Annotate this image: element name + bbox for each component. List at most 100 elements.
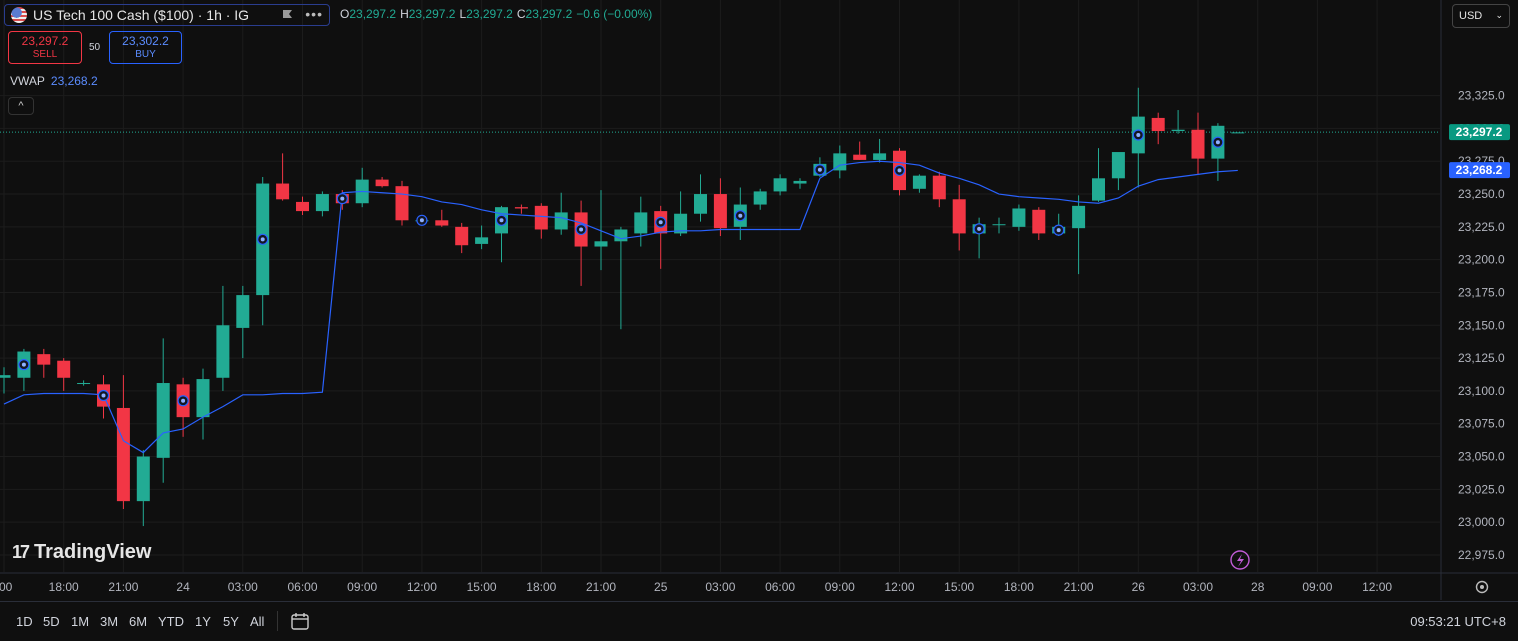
x-tick-label: 18:00 (49, 580, 79, 594)
candle-body[interactable] (713, 194, 727, 229)
candle-body[interactable] (1012, 208, 1026, 227)
ohlc-readout: O23,297.2 H23,297.2 L23,297.2 C23,297.2 … (340, 7, 652, 21)
range-3m[interactable]: 3M (100, 614, 119, 629)
candle-body[interactable] (1151, 117, 1165, 132)
buy-label: BUY (135, 49, 156, 60)
candle-body[interactable] (932, 175, 946, 200)
candle-body[interactable] (833, 153, 847, 171)
range-1d[interactable]: 1D (16, 614, 33, 629)
sell-price: 23,297.2 (21, 34, 69, 48)
candle-body[interactable] (674, 213, 688, 234)
candle-body[interactable] (534, 205, 548, 230)
candle-body[interactable] (1092, 178, 1105, 201)
sell-button[interactable]: 23,297.2 SELL (8, 31, 82, 64)
candle-body[interactable] (315, 194, 329, 212)
y-tick-label: 23,250.0 (1458, 187, 1505, 201)
candle-body[interactable] (514, 207, 528, 209)
buy-button[interactable]: 23,302.2 BUY (109, 31, 182, 64)
event-marker-dot (897, 168, 902, 173)
x-tick-label: 03:00 (228, 580, 258, 594)
vwap-value: 23,268.2 (50, 74, 98, 88)
candle-body[interactable] (375, 179, 389, 187)
candle-body[interactable] (216, 325, 230, 378)
symbol-header[interactable]: US Tech 100 Cash ($100) · 1h · IG ••• (4, 4, 330, 26)
candle-body[interactable] (634, 212, 648, 234)
candle-body[interactable] (156, 383, 170, 458)
candle-body[interactable] (37, 354, 51, 365)
x-tick-label: 21:00 (1064, 580, 1094, 594)
candle-body[interactable] (475, 237, 489, 244)
candle-body[interactable] (0, 375, 11, 378)
candle-body[interactable] (793, 180, 807, 184)
candle-body[interactable] (136, 456, 150, 502)
y-tick-label: 23,050.0 (1458, 450, 1505, 464)
candle-body[interactable] (276, 183, 290, 200)
y-tick-label: 23,150.0 (1458, 318, 1505, 332)
candle-body[interactable] (853, 154, 867, 160)
chevron-down-icon: ⌄ (1495, 10, 1503, 20)
symbol-title: US Tech 100 Cash ($100) · 1h · IG (33, 7, 250, 23)
vwap-legend[interactable]: VWAP 23,268.2 (10, 74, 98, 88)
range-ytd[interactable]: YTD (158, 614, 184, 629)
flag-icon[interactable] (281, 9, 293, 21)
chevron-up-icon: ^ (18, 100, 24, 112)
candle-body[interactable] (196, 379, 210, 418)
candle-body[interactable] (1231, 132, 1245, 134)
candle-body[interactable] (614, 229, 628, 242)
candle-body[interactable] (116, 407, 130, 502)
collapse-legend-button[interactable]: ^ (8, 97, 34, 115)
y-tick-label: 23,175.0 (1458, 285, 1505, 299)
range-1y[interactable]: 1Y (195, 614, 211, 629)
candle-body[interactable] (57, 360, 71, 378)
candle-body[interactable] (773, 178, 787, 192)
candle-body[interactable] (1032, 209, 1046, 234)
candle-body[interactable] (296, 201, 309, 212)
candle-body[interactable] (694, 194, 707, 214)
vwap-line[interactable] (3, 160, 1238, 454)
candle-body[interactable] (952, 199, 966, 234)
event-marker-dot (101, 393, 106, 398)
logo-text: TradingView (34, 541, 152, 563)
lightning-icon[interactable] (1230, 550, 1250, 570)
range-1m[interactable]: 1M (71, 614, 90, 629)
clock[interactable]: 09:53:21 UTC+8 (1410, 614, 1506, 629)
candle-body[interactable] (1111, 152, 1125, 179)
event-marker-dot (579, 227, 584, 232)
range-6m[interactable]: 6M (129, 614, 148, 629)
x-tick-label: 03:00 (1183, 580, 1213, 594)
candle-body[interactable] (594, 241, 608, 247)
candle-body[interactable] (873, 153, 887, 160)
currency-select[interactable]: USD ⌄ (1452, 4, 1510, 28)
range-all[interactable]: All (250, 614, 265, 629)
range-5y[interactable]: 5Y (223, 614, 239, 629)
settings-gear-icon[interactable] (1475, 580, 1489, 594)
vwap-price-badge: 23,268.2 (1456, 163, 1503, 177)
x-tick-label: 18:00 (1004, 580, 1034, 594)
x-tick-label: :00 (0, 580, 13, 594)
candle-body[interactable] (753, 191, 767, 205)
y-tick-label: 23,025.0 (1458, 482, 1505, 496)
candle-body[interactable] (554, 212, 568, 230)
x-tick-label: 28 (1251, 580, 1265, 594)
event-marker-dot (977, 226, 982, 231)
candle-body[interactable] (455, 226, 469, 246)
date-range-icon[interactable] (290, 611, 310, 631)
ohlc-change: −0.6 (−0.00%) (576, 7, 653, 21)
more-dots-icon[interactable]: ••• (305, 6, 323, 22)
candle-body[interactable] (236, 295, 250, 328)
candle-body[interactable] (912, 175, 926, 189)
range-5d[interactable]: 5D (43, 614, 60, 629)
event-marker-dot (1215, 140, 1220, 145)
candle-body[interactable] (435, 220, 449, 226)
candle-body[interactable] (992, 224, 1006, 226)
settings-gear-center (1480, 585, 1484, 589)
candle-body[interactable] (1171, 129, 1185, 132)
candle-body[interactable] (77, 383, 91, 385)
x-tick-label: 26 (1132, 580, 1146, 594)
candle-body[interactable] (1072, 205, 1086, 229)
candle-body[interactable] (395, 186, 409, 221)
candle-body[interactable] (1191, 129, 1205, 159)
spread-value: 50 (89, 42, 101, 53)
x-tick-label: 06:00 (287, 580, 317, 594)
